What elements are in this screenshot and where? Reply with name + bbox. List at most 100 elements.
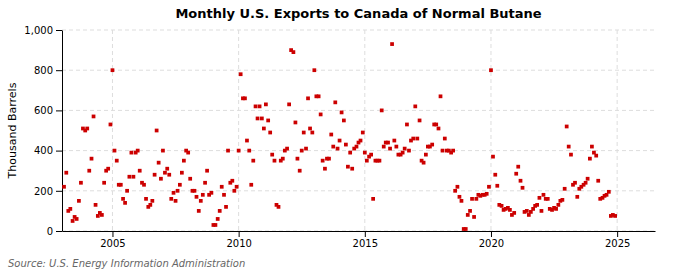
x-tick: 2015 <box>353 231 378 249</box>
point <box>451 149 455 153</box>
point <box>224 205 228 209</box>
point <box>418 119 422 123</box>
point <box>85 127 89 131</box>
y-tick-label: 1,000 <box>24 25 53 36</box>
point <box>262 127 266 131</box>
point <box>540 209 544 213</box>
point <box>422 161 426 165</box>
point <box>430 143 434 147</box>
point <box>329 133 333 137</box>
y-tick: 0 <box>47 226 62 237</box>
point <box>64 171 68 175</box>
chart: 2005201020152020202502004006008001,000Mo… <box>0 0 675 275</box>
point <box>380 109 384 113</box>
point <box>495 184 499 188</box>
point <box>542 193 546 197</box>
point <box>312 68 316 72</box>
point <box>453 189 457 193</box>
point <box>201 193 205 197</box>
grid-line <box>62 70 655 71</box>
point <box>331 145 335 149</box>
point <box>182 159 186 163</box>
point <box>371 197 375 201</box>
point <box>298 169 302 173</box>
point <box>355 145 359 149</box>
point <box>119 183 123 187</box>
x-tick-mark <box>365 231 366 237</box>
point <box>100 213 104 217</box>
point <box>113 149 117 153</box>
point <box>321 159 325 163</box>
annotation: Source: U.S. Energy Information Administ… <box>8 258 245 269</box>
point <box>256 117 260 121</box>
y-tick-mark <box>56 191 62 192</box>
point <box>205 169 209 173</box>
point <box>563 187 567 191</box>
x-tick-label: 2020 <box>479 238 504 249</box>
point <box>569 153 573 157</box>
point <box>443 137 447 141</box>
point <box>342 119 346 123</box>
point <box>468 209 472 213</box>
point <box>62 185 66 189</box>
point <box>109 123 113 127</box>
point <box>197 209 201 213</box>
point <box>365 159 369 163</box>
point <box>394 145 398 149</box>
point <box>487 185 491 189</box>
point <box>193 189 197 193</box>
point <box>546 197 550 201</box>
y-tick: 400 <box>34 145 62 156</box>
point <box>106 167 110 171</box>
y-tick-mark <box>56 70 62 71</box>
point <box>150 199 154 203</box>
point <box>519 179 523 183</box>
point <box>575 195 579 199</box>
point <box>590 145 594 149</box>
y-tick-label: 600 <box>34 105 53 116</box>
point <box>525 209 529 213</box>
point <box>132 175 136 179</box>
point <box>115 159 119 163</box>
point <box>474 197 478 201</box>
point <box>153 173 157 177</box>
point <box>411 137 415 141</box>
point <box>538 196 542 200</box>
point <box>123 201 127 205</box>
y-axis-title: Thousand Barrels <box>6 82 19 179</box>
point <box>535 203 539 207</box>
point <box>142 183 146 187</box>
point <box>561 198 565 202</box>
point <box>464 227 468 231</box>
x-tick: 2010 <box>226 231 251 249</box>
x-axis: 20052010201520202025 <box>63 231 656 249</box>
point <box>308 127 312 131</box>
grid-line <box>62 231 655 232</box>
point <box>247 149 251 153</box>
point <box>87 169 91 173</box>
point <box>485 192 489 196</box>
point <box>554 207 558 211</box>
grid-line <box>62 30 655 31</box>
y-tick-label: 800 <box>34 65 53 76</box>
point <box>270 153 274 157</box>
point <box>138 169 142 173</box>
point <box>258 105 262 109</box>
point <box>300 149 304 153</box>
point <box>94 203 98 207</box>
point <box>415 137 419 141</box>
point <box>77 199 81 203</box>
point <box>407 149 411 153</box>
point <box>472 215 476 219</box>
point <box>348 151 352 155</box>
point <box>500 204 504 208</box>
point <box>310 131 314 135</box>
point <box>596 179 600 183</box>
y-tick: 200 <box>34 186 62 197</box>
point <box>607 190 611 194</box>
x-tick: 2005 <box>100 231 125 249</box>
point <box>296 157 300 161</box>
point <box>294 121 298 125</box>
point <box>176 189 180 193</box>
point <box>281 157 285 161</box>
